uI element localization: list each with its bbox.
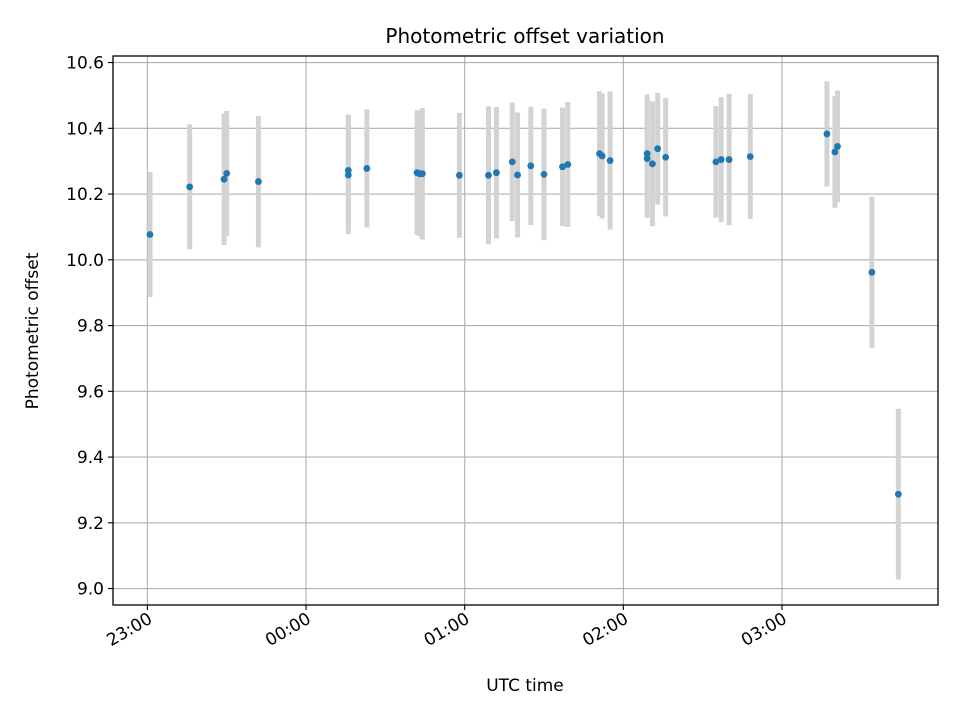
data-point xyxy=(514,171,521,179)
y-tick-label: 9.6 xyxy=(77,382,104,402)
y-tick-label: 10.0 xyxy=(66,251,104,271)
data-point xyxy=(455,171,463,179)
data-point xyxy=(146,231,154,238)
data-point xyxy=(598,152,606,160)
chart-title: Photometric offset variation xyxy=(385,24,664,48)
data-point xyxy=(564,161,572,168)
data-point xyxy=(363,165,371,172)
grid xyxy=(113,56,938,605)
data-point xyxy=(418,170,426,178)
data-point xyxy=(223,169,231,177)
data-point xyxy=(654,145,662,153)
x-axis-title: UTC time xyxy=(486,676,564,696)
data-point xyxy=(493,169,500,177)
data-point xyxy=(894,490,902,498)
y-tick-label: 10.4 xyxy=(66,119,104,139)
data-point xyxy=(220,175,228,183)
y-axis: 9.0 9.2 9.4 9.6 9.8 10.0 10.2 10.4 10.6 xyxy=(66,54,113,600)
data-point xyxy=(712,158,720,166)
data-point xyxy=(606,157,614,164)
data-point xyxy=(746,153,754,160)
y-tick-label: 9.2 xyxy=(77,514,104,534)
data-point xyxy=(662,153,670,161)
y-tick-label: 10.6 xyxy=(66,54,104,74)
data-point xyxy=(540,170,548,178)
data-point xyxy=(831,148,839,156)
data-points xyxy=(146,130,902,498)
data-point xyxy=(643,155,651,162)
y-tick-label: 9.8 xyxy=(77,317,104,337)
y-tick-label: 9.0 xyxy=(77,580,104,600)
data-point xyxy=(485,171,492,179)
data-point xyxy=(643,150,651,158)
data-point xyxy=(186,183,194,191)
data-point xyxy=(717,156,725,163)
data-point xyxy=(725,156,733,163)
data-point xyxy=(834,143,841,150)
data-point xyxy=(649,160,656,168)
data-point xyxy=(508,158,516,166)
data-point xyxy=(255,178,262,185)
data-point xyxy=(823,130,831,138)
data-point xyxy=(868,268,876,276)
y-tick-label: 10.2 xyxy=(66,185,104,205)
data-point xyxy=(527,162,535,170)
data-point xyxy=(344,171,352,179)
y-tick-label: 9.4 xyxy=(77,448,104,468)
data-point xyxy=(559,163,566,171)
y-axis-title: Photometric offset xyxy=(23,252,43,409)
plot-frame xyxy=(112,55,939,606)
